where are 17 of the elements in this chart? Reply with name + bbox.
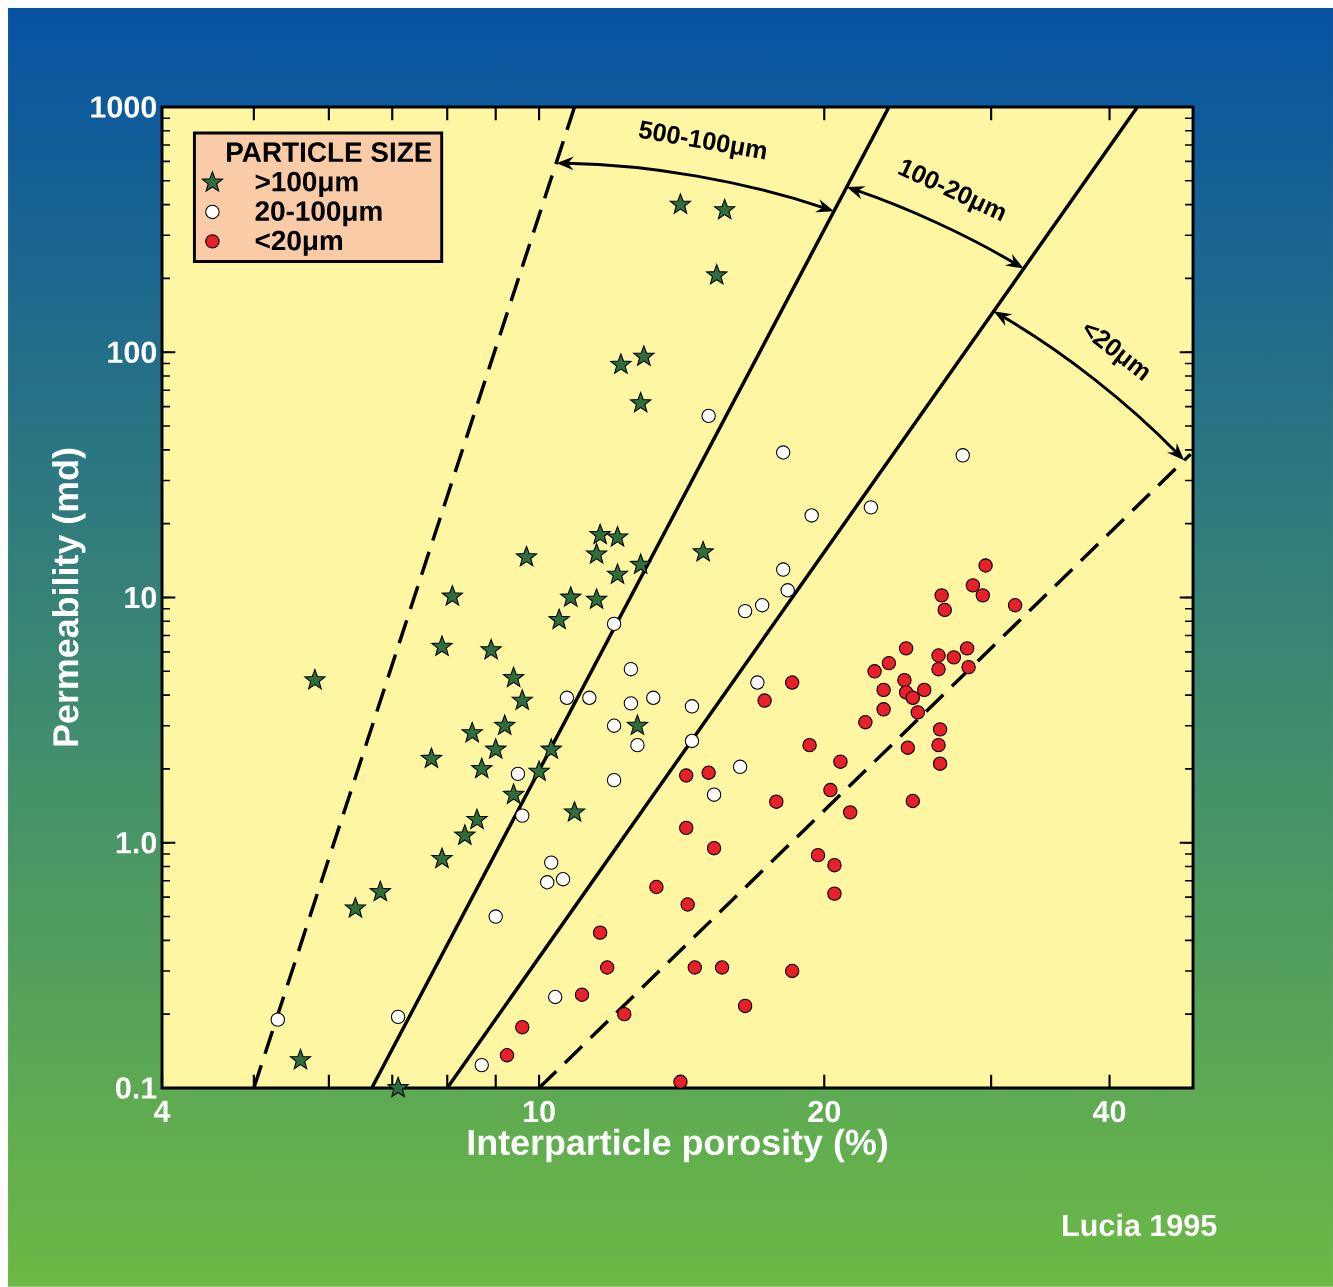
legend-label: 20-100μm <box>255 201 382 227</box>
x-tick-label: 20 <box>808 1100 841 1123</box>
y-tick-label: 0.1 <box>116 1077 157 1099</box>
x-tick-label: 4 <box>153 1100 171 1122</box>
y-axis-title: Permeability (md) <box>52 448 86 746</box>
x-axis-title: Interparticle porosity (%) <box>468 1128 887 1163</box>
legend-label: <20μm <box>255 230 343 256</box>
x-tick-label: 40 <box>1093 1100 1126 1123</box>
y-tick-label: 10 <box>125 586 157 609</box>
y-tick-label: 1000 <box>91 96 157 118</box>
legend-title: PARTICLE SIZE <box>227 142 432 163</box>
legend-label: >100μm <box>255 171 358 197</box>
annotation: 500-100μm <box>638 120 767 160</box>
x-tick-label: 10 <box>524 1100 555 1123</box>
y-tick-label: 100 <box>108 341 157 364</box>
y-tick-label: 1.0 <box>116 831 157 854</box>
text: Lucia 1995 <box>1063 1213 1217 1237</box>
